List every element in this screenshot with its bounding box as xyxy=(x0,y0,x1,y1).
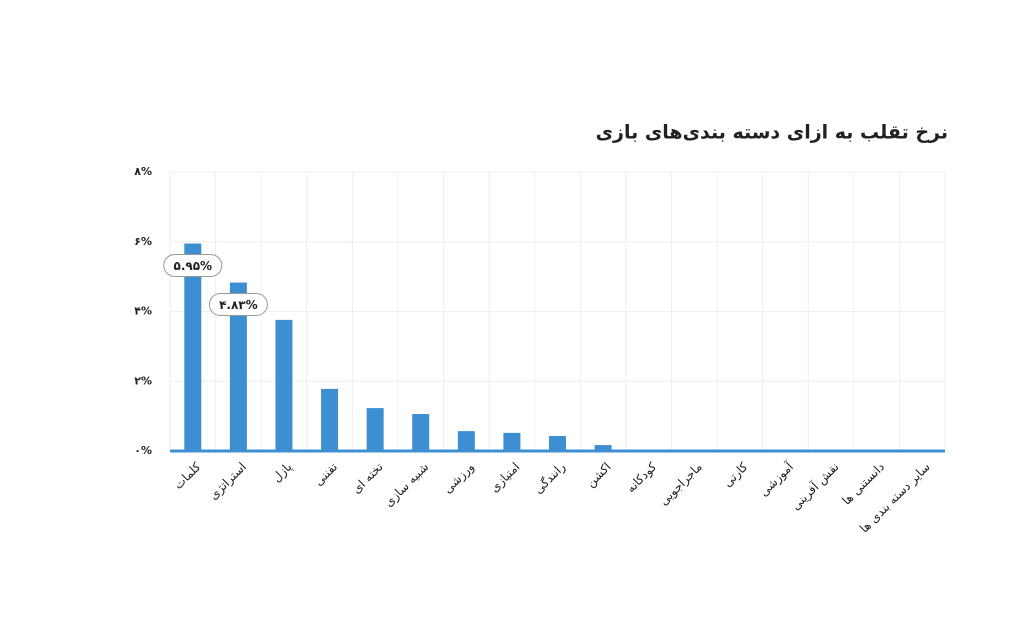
x-tick-label: کودکانه xyxy=(624,459,661,496)
x-tick-label: نقش آفرینی xyxy=(788,459,843,514)
x-tick-label: رانندگی xyxy=(531,460,569,498)
x-tick-label: کلمات xyxy=(171,459,203,491)
chart-title: نرخ تقلب به ازای دسته بندی‌های بازی xyxy=(596,122,948,144)
y-tick-label: ۲% xyxy=(134,374,152,387)
bar xyxy=(275,319,293,451)
x-tick-label: امتیازی xyxy=(487,460,523,496)
value-label: ۴.۸۳% xyxy=(219,298,258,312)
value-label: ۵.۹۵% xyxy=(174,259,213,273)
bar xyxy=(321,388,339,451)
x-tick-label: ماجراجویی xyxy=(656,460,705,509)
bar xyxy=(366,408,384,451)
y-tick-label: ۸% xyxy=(134,165,152,178)
bar xyxy=(503,432,521,451)
x-tick-label: اکشن xyxy=(583,460,614,491)
x-tick-label: تفننی xyxy=(311,460,340,489)
bar xyxy=(457,431,475,451)
x-tick-label: دانستنی ها xyxy=(839,460,887,508)
x-tick-label: کارتی xyxy=(720,460,751,491)
value-label-bubble xyxy=(208,293,268,317)
x-tick-label: استراتژی xyxy=(206,460,249,503)
y-tick-label: ۶% xyxy=(134,235,152,248)
x-tick-label: پازل xyxy=(269,460,295,486)
value-label-bubble xyxy=(163,253,223,277)
x-tick-label: آموزشی xyxy=(756,459,797,500)
x-tick-label: شبیه سازی xyxy=(382,460,433,511)
bar xyxy=(229,282,247,451)
x-tick-label: ورزشی xyxy=(441,460,478,497)
y-tick-label: ۰% xyxy=(134,444,152,457)
bar xyxy=(549,436,566,451)
bar xyxy=(594,445,612,451)
y-tick-label: ۴% xyxy=(134,305,152,318)
x-tick-label: تخته ای xyxy=(349,460,386,497)
bar xyxy=(412,414,430,451)
bar xyxy=(184,243,202,451)
